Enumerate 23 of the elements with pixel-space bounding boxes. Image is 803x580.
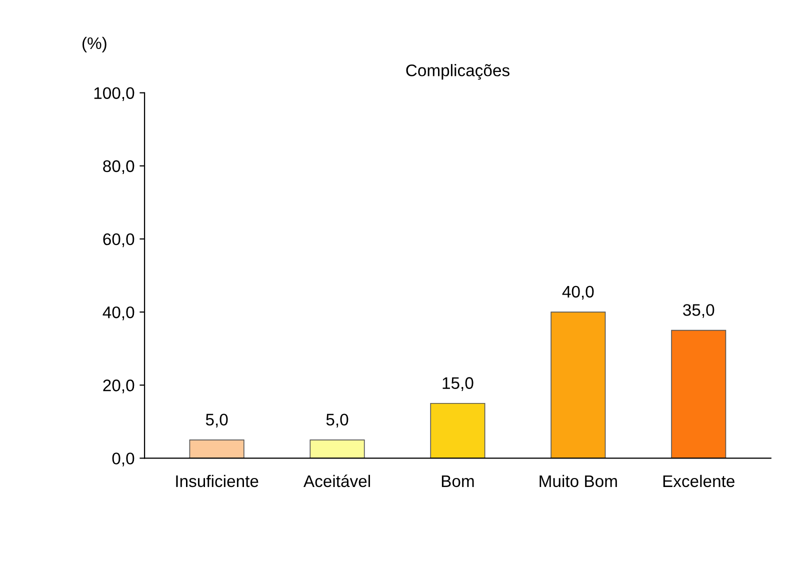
y-tick-label: 100,0	[94, 87, 134, 101]
x-tick-label: Aceitável	[303, 474, 370, 488]
data-label: 5,0	[326, 414, 348, 428]
bar	[189, 440, 244, 458]
x-tick-label: Excelente	[663, 474, 734, 488]
x-tick-label: Muito Bom	[540, 474, 617, 488]
x-tick-label: Insuficiente	[176, 474, 258, 488]
bar	[550, 312, 606, 458]
data-label: 5,0	[206, 414, 228, 428]
data-label: 15,0	[442, 377, 474, 391]
x-tick-label: Bom	[442, 475, 474, 488]
bar	[430, 402, 486, 458]
data-label: 35,0	[683, 304, 714, 318]
y-tick-label: 0,0	[112, 452, 134, 466]
chart-title: Complicações	[406, 64, 510, 80]
y-tick-label: 80,0	[103, 160, 134, 174]
bar	[310, 440, 365, 458]
y-axis-title: (%)	[82, 36, 106, 52]
data-label: 40,0	[562, 286, 594, 300]
y-tick-label: 20,0	[103, 380, 134, 394]
bar	[671, 330, 726, 458]
y-tick-label: 40,0	[102, 306, 134, 320]
y-tick-label: 60,0	[103, 233, 134, 248]
